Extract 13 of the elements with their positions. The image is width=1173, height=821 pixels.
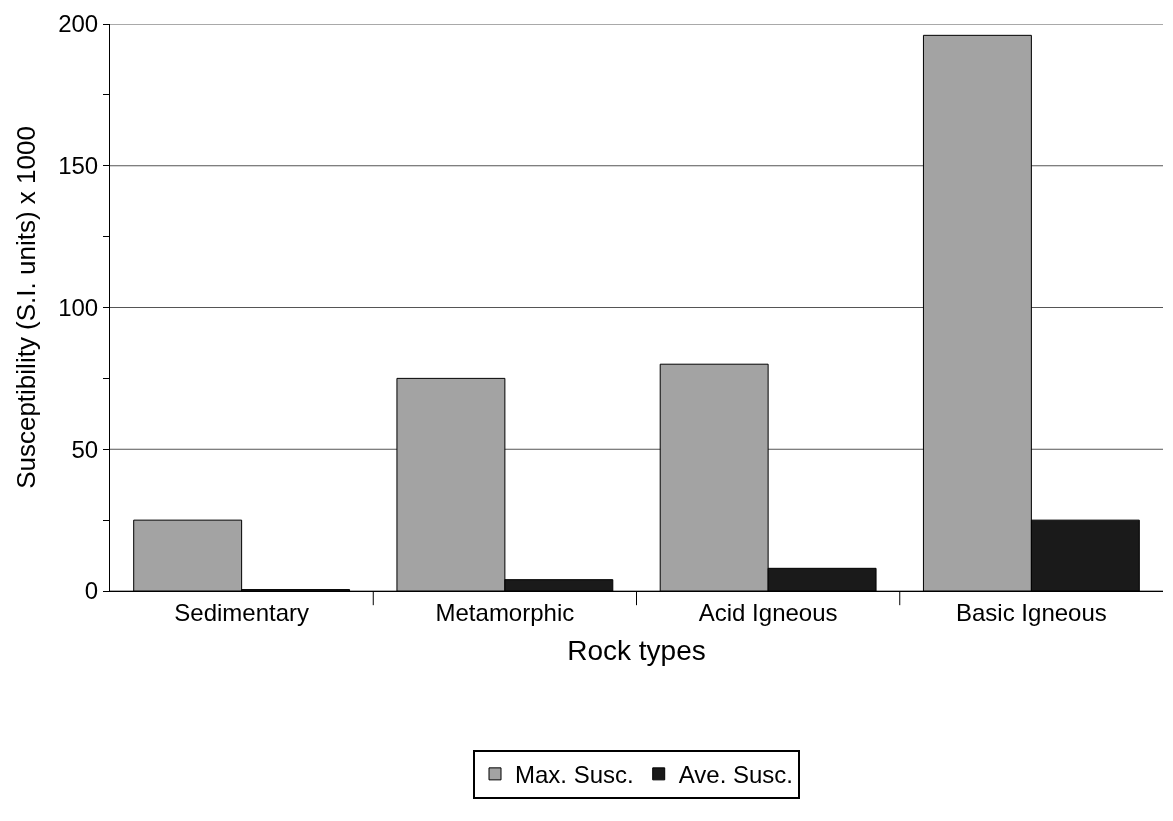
x-tick-label: Basic Igneous [956, 598, 1107, 626]
y-axis-title: Susceptibility (S.I. units) x 1000 [10, 126, 41, 489]
x-tick-label: Acid Igneous [698, 598, 838, 626]
legend-label: Ave. Susc. [678, 761, 793, 789]
x-tick-label: Sedimentary [174, 598, 309, 626]
x-tick-label: Metamorphic [435, 598, 575, 626]
x-axis-title: Rock types [567, 634, 706, 666]
y-tick-label: 0 [84, 577, 99, 605]
y-tick-label: 150 [58, 152, 99, 180]
y-tick-label: 200 [58, 10, 99, 38]
legend-label: Max. Susc. [515, 761, 634, 789]
y-tick-label: 50 [71, 435, 99, 463]
y-tick-label: 100 [58, 293, 99, 321]
